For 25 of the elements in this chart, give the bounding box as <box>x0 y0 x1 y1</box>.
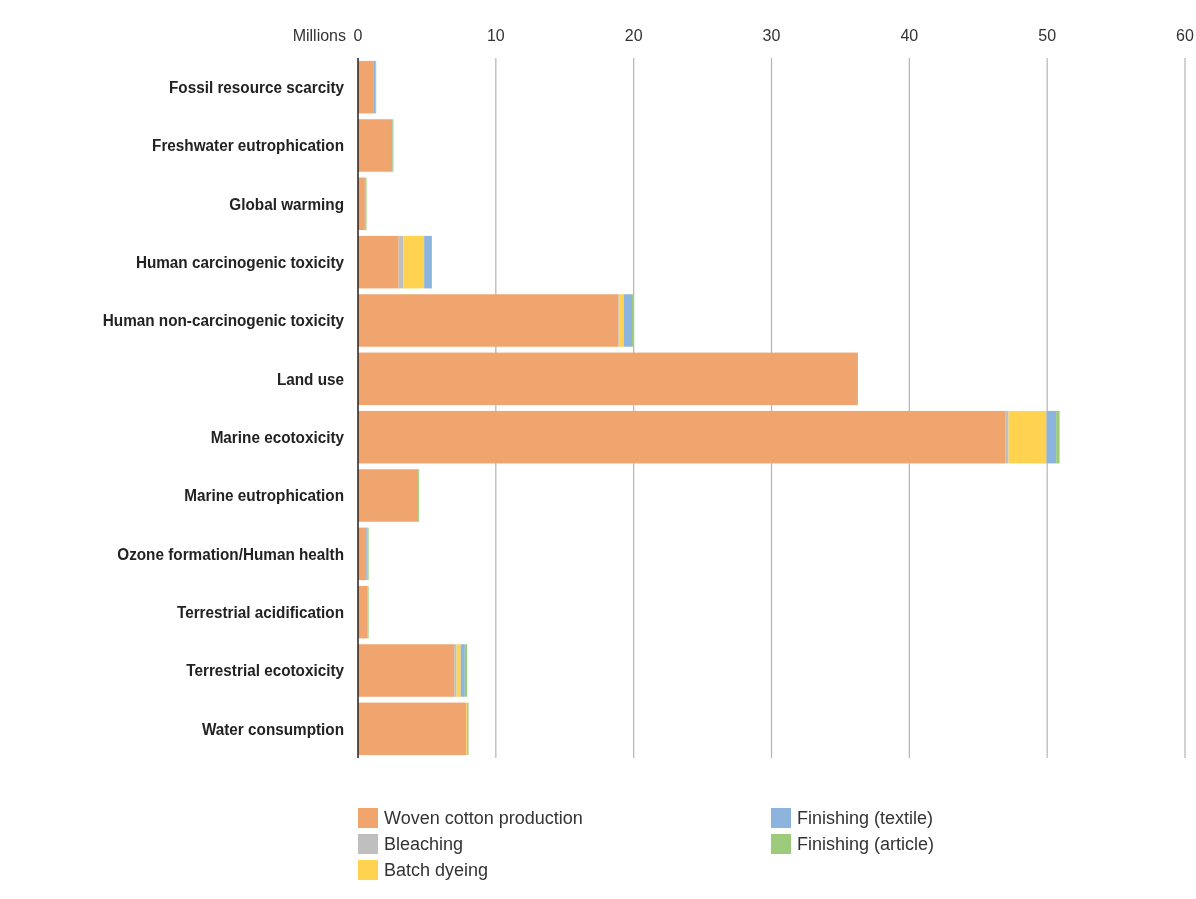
x-tick-label: 50 <box>1038 27 1057 44</box>
y-tick-label: Terrestrial ecotoxicity <box>186 660 344 680</box>
x-tick-label: 20 <box>624 27 643 44</box>
x-axis-title: Millions <box>292 27 346 44</box>
legend-label: Bleaching <box>384 834 464 855</box>
y-tick-label: Land use <box>276 369 345 388</box>
legend-label: Finishing (textile) <box>797 808 934 829</box>
x-tick-label: 60 <box>1176 27 1194 44</box>
y-tick-label: Ozone formation/Human health <box>117 544 344 563</box>
y-tick-label: Human non-carcinogenic toxicity <box>102 310 345 330</box>
y-tick-label: Marine eutrophication <box>184 485 344 505</box>
y-tick-label: Freshwater eutrophication <box>152 135 344 155</box>
y-tick-label: Marine ecotoxicity <box>210 427 345 447</box>
y-tick-label: Water consumption <box>201 719 344 738</box>
y-tick-label: Global warming <box>229 194 344 213</box>
legend-label: Woven cotton production <box>384 808 583 829</box>
legend-label: Finishing (article) <box>797 834 935 855</box>
legend-label: Batch dyeing <box>384 860 489 881</box>
x-tick-label: 0 <box>353 27 363 44</box>
y-tick-label: Human carcinogenic toxicity <box>135 252 345 272</box>
x-tick-label: 10 <box>486 27 505 44</box>
y-tick-label: Terrestrial acidification <box>176 602 344 622</box>
y-tick-label: Fossil resource scarcity <box>168 77 344 97</box>
x-tick-label: 40 <box>900 27 919 44</box>
x-tick-label: 30 <box>762 27 781 44</box>
